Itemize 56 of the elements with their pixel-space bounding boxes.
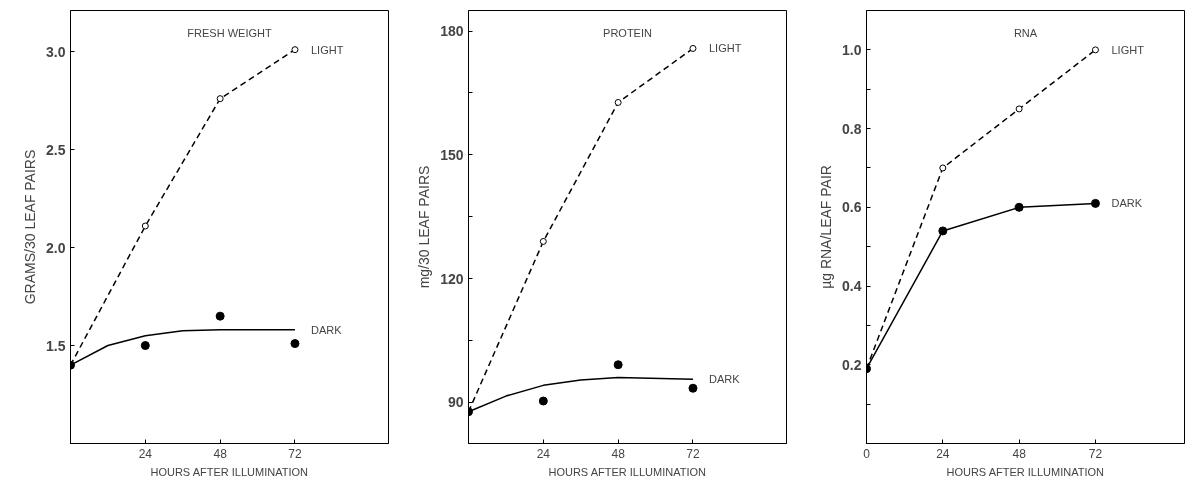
y-tick-label: 0.2 xyxy=(842,356,862,373)
point xyxy=(140,341,150,351)
x-tick-label: 48 xyxy=(1012,446,1027,461)
point xyxy=(1014,202,1024,212)
point xyxy=(1091,46,1099,54)
text: RNA xyxy=(1013,26,1038,39)
x-axis-title: HOURS AFTER ILLUMINATION xyxy=(548,465,706,478)
x-tick-label: 24 xyxy=(936,446,950,461)
point xyxy=(216,95,224,103)
x-tick-label: 0 xyxy=(863,446,871,461)
x-axis-title: HOURS AFTER ILLUMINATION xyxy=(150,465,308,478)
point xyxy=(688,383,698,393)
series-label: LIGHT xyxy=(1111,43,1145,56)
series-label: DARK xyxy=(1111,197,1143,210)
text: PROTEIN xyxy=(603,26,652,39)
y-tick-label: 0.4 xyxy=(842,278,862,295)
y-tick-label: 2.5 xyxy=(46,141,66,158)
x-tick-label: 48 xyxy=(611,446,626,461)
y-tick-label: 1.0 xyxy=(842,41,862,58)
y-axis-title: mg/30 LEAF PAIRS xyxy=(416,165,433,289)
point xyxy=(613,360,623,370)
y-axis-title: µg RNA/LEAF PAIR xyxy=(818,165,835,289)
x-tick-label: 24 xyxy=(138,446,153,461)
series-label: LIGHT xyxy=(708,42,742,55)
y-tick-label: 120 xyxy=(440,270,464,287)
point xyxy=(291,46,299,54)
point xyxy=(290,339,300,349)
y-tick-label: 150 xyxy=(440,146,464,163)
point xyxy=(215,311,225,321)
series-label: DARK xyxy=(708,373,741,386)
y-tick-label: 3.0 xyxy=(46,43,66,60)
x-tick-label: 72 xyxy=(1088,446,1103,461)
text: FRESH WEIGHT xyxy=(187,26,272,39)
point xyxy=(141,222,149,230)
series-label: DARK xyxy=(310,323,343,336)
point xyxy=(614,98,622,106)
point xyxy=(689,44,697,52)
series-label: LIGHT xyxy=(310,43,344,56)
x-tick-label: 72 xyxy=(686,446,700,461)
y-tick-label: 0.8 xyxy=(842,120,862,137)
y-tick-label: 180 xyxy=(440,23,464,40)
point xyxy=(539,237,547,245)
point xyxy=(1090,198,1100,208)
point xyxy=(938,226,948,236)
x-tick-label: 24 xyxy=(536,446,551,461)
point xyxy=(1015,105,1023,113)
y-tick-label: 1.5 xyxy=(46,337,66,354)
point xyxy=(939,164,947,172)
point xyxy=(538,396,548,406)
y-tick-label: 0.6 xyxy=(842,199,862,216)
y-tick-label: 90 xyxy=(447,394,464,411)
y-tick-label: 2.0 xyxy=(46,239,66,256)
x-tick-label: 72 xyxy=(288,446,302,461)
x-axis-title: HOURS AFTER ILLUMINATION xyxy=(946,465,1104,478)
x-tick-label: 48 xyxy=(213,446,228,461)
y-axis-title: GRAMS/30 LEAF PAIRS xyxy=(22,149,39,305)
